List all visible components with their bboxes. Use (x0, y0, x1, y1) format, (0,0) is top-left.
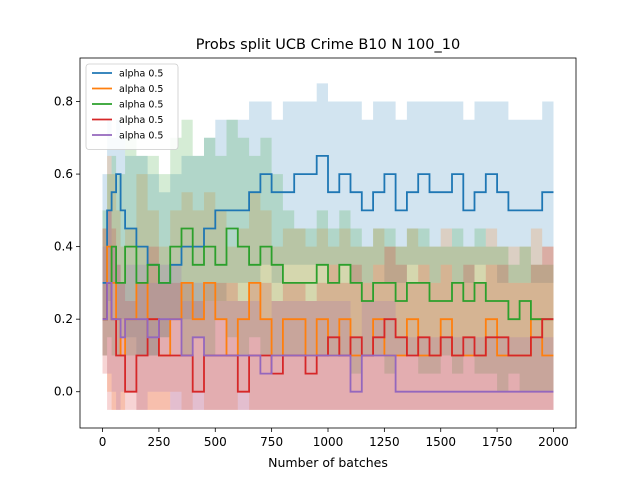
x-tick-label-1250: 1250 (369, 435, 400, 449)
legend-label-4: alpha 0.5 (119, 115, 163, 126)
legend: alpha 0.5 alpha 0.5 alpha 0.5 alpha 0.5 alph… (85, 63, 179, 150)
legend-box (85, 63, 179, 150)
x-tick-label-1500: 1500 (425, 435, 456, 449)
chart-title: Probs split UCB Crime B10 N 100_10 (196, 37, 460, 53)
series-lines (102, 155, 554, 393)
y-tick-label-3: 0.6 (54, 167, 73, 181)
band-series-4 (102, 210, 554, 410)
x-axis-label: Number of batches (268, 455, 388, 470)
x-tick-label-1750: 1750 (482, 435, 513, 449)
x-tick-label-2000: 2000 (538, 435, 569, 449)
x-tick-label-250: 250 (147, 435, 170, 449)
legend-label-3: alpha 0.5 (119, 100, 163, 111)
legend-label-1: alpha 0.5 (119, 69, 163, 80)
x-tick-label-0: 0 (99, 435, 107, 449)
x-axis-ticks: 0 250 500 750 1000 1250 1500 1750 2000 (99, 428, 569, 449)
legend-label-2: alpha 0.5 (119, 84, 163, 95)
legend-label-5: alpha 0.5 (119, 131, 163, 142)
y-tick-label-1: 0.2 (54, 312, 73, 326)
line-series-3 (102, 227, 554, 321)
x-tick-label-750: 750 (260, 435, 283, 449)
y-tick-label-0: 0.0 (54, 385, 73, 399)
x-tick-label-1000: 1000 (313, 435, 344, 449)
line-series-5 (102, 282, 554, 393)
y-tick-label-2: 0.4 (54, 240, 73, 254)
x-tick-label-500: 500 (204, 435, 227, 449)
band-series-5 (102, 210, 554, 410)
line-series-1 (102, 155, 554, 284)
y-axis-ticks: 0.0 0.2 0.4 0.6 0.8 (54, 95, 80, 399)
band-series-1 (102, 83, 554, 392)
y-tick-label-4: 0.8 (54, 95, 73, 109)
